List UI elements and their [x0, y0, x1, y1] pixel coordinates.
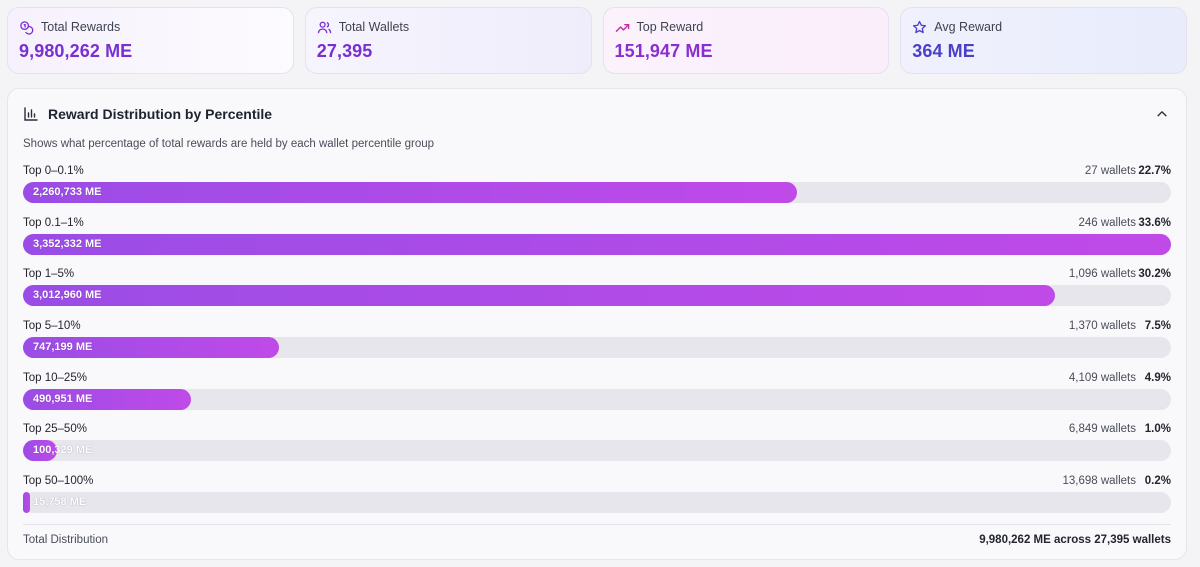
percent-share: 33.6%	[1138, 216, 1171, 229]
bar-track: 3,012,960 ME	[23, 285, 1171, 307]
amount-label: 747,199 ME	[33, 341, 93, 354]
collapse-button[interactable]	[1153, 105, 1171, 123]
stat-value: 27,395	[316, 41, 373, 61]
row-header: Top 5–10% 1,370 wallets 7.5%	[23, 319, 1171, 333]
bar-chart-icon	[23, 106, 48, 122]
bar-fill	[23, 388, 191, 410]
stat-card-total-rewards: Total Rewards 9,980,262 ME	[7, 7, 294, 74]
panel-title: Reward Distribution by Percentile	[48, 106, 273, 122]
wallet-count: 6,849 wallets	[1068, 423, 1136, 436]
percent-share: 4.9%	[1144, 371, 1171, 384]
amount-label: 3,352,332 ME	[33, 237, 102, 250]
bar-track: 100,329 ME	[23, 440, 1171, 462]
percentile-label: Top 10–25%	[23, 371, 87, 384]
stat-value: 364 ME	[912, 41, 975, 61]
row-header: Top 25–50% 6,849 wallets 1.0%	[23, 422, 1171, 436]
percentile-label: Top 0.1–1%	[23, 216, 84, 229]
stat-value: 9,980,262 ME	[19, 41, 133, 61]
percentile-row: Top 0–0.1% 27 wallets 22.7% 2,260,733 ME	[23, 164, 1171, 216]
wallet-count: 27 wallets	[1084, 165, 1136, 177]
stats-row: Total Rewards 9,980,262 ME Total Wallets…	[7, 7, 1187, 74]
row-header: Top 0–0.1% 27 wallets 22.7%	[23, 164, 1171, 178]
row-header: Top 1–5% 1,096 wallets 30.2%	[23, 267, 1171, 281]
percentile-label: Top 0–0.1%	[23, 165, 84, 177]
percentile-row: Top 25–50% 6,849 wallets 1.0% 100,329 ME	[23, 422, 1171, 474]
bar-track: 490,951 ME	[23, 388, 1171, 410]
stat-label: Avg Reward	[934, 20, 1003, 34]
wallet-count: 1,096 wallets	[1068, 268, 1136, 281]
wallet-count: 13,698 wallets	[1062, 475, 1136, 488]
amount-label: 490,951 ME	[33, 392, 93, 405]
chevron-up-icon	[1157, 111, 1167, 117]
amount-label: 2,260,733 ME	[33, 186, 102, 198]
footer-total: 9,980,262 ME across 27,395 wallets	[979, 534, 1171, 546]
bar-fill	[23, 440, 58, 462]
trending-up-icon	[615, 20, 630, 35]
amount-label: 100,329 ME	[33, 444, 93, 457]
percentile-label: Top 25–50%	[23, 423, 87, 436]
row-header: Top 10–25% 4,109 wallets 4.9%	[23, 371, 1171, 385]
divider	[23, 524, 1171, 525]
stat-card-top-reward: Top Reward 151,947 ME	[602, 7, 890, 74]
bar-fill	[23, 182, 797, 203]
coins-icon	[19, 20, 34, 35]
stat-label: Total Rewards	[41, 20, 121, 34]
star-icon	[912, 20, 927, 35]
bar-fill	[23, 337, 279, 359]
percentile-label: Top 50–100%	[23, 475, 94, 488]
bar-fill	[23, 233, 1171, 255]
stat-card-avg-reward: Avg Reward 364 ME	[900, 7, 1187, 74]
row-header: Top 50–100% 13,698 wallets 0.2%	[23, 474, 1171, 488]
distribution-footer: Total Distribution 9,980,262 ME across 2…	[23, 533, 1171, 547]
percentile-label: Top 1–5%	[23, 268, 75, 281]
bar-fill	[23, 285, 1056, 307]
distribution-panel: Reward Distribution by Percentile Shows …	[7, 88, 1187, 560]
stat-card-total-wallets: Total Wallets 27,395	[304, 7, 592, 74]
percentile-row: Top 50–100% 13,698 wallets 0.2% 15,758 ME	[23, 474, 1171, 526]
percent-share: 1.0%	[1144, 423, 1171, 436]
percentile-row: Top 10–25% 4,109 wallets 4.9% 490,951 ME	[23, 371, 1171, 423]
amount-label: 15,758 ME	[33, 496, 87, 509]
percentile-rows: Top 0–0.1% 27 wallets 22.7% 2,260,733 ME Top…	[23, 164, 1171, 526]
stat-label: Top Reward	[636, 20, 704, 34]
users-icon	[317, 20, 332, 35]
panel-description: Shows what percentage of total rewards a…	[23, 138, 435, 150]
wallet-count: 1,370 wallets	[1068, 320, 1136, 333]
bar-track: 3,352,332 ME	[23, 233, 1171, 255]
amount-label: 3,012,960 ME	[33, 289, 102, 302]
row-header: Top 0.1–1% 246 wallets 33.6%	[23, 216, 1171, 230]
stat-label: Total Wallets	[338, 20, 410, 34]
bar-track: 15,758 ME	[23, 492, 1171, 514]
panel-header: Reward Distribution by Percentile	[23, 105, 1171, 123]
percent-share: 0.2%	[1144, 475, 1171, 488]
wallet-count: 4,109 wallets	[1068, 371, 1136, 384]
percentile-row: Top 5–10% 1,370 wallets 7.5% 747,199 ME	[23, 319, 1171, 371]
bar-track: 747,199 ME	[23, 337, 1171, 359]
percent-share: 7.5%	[1144, 320, 1171, 333]
percent-share: 22.7%	[1138, 165, 1171, 177]
percent-share: 30.2%	[1138, 268, 1171, 281]
bar-track: 2,260,733 ME	[23, 182, 1171, 203]
percentile-row: Top 0.1–1% 246 wallets 33.6% 3,352,332 ME	[23, 216, 1171, 268]
wallet-count: 246 wallets	[1078, 216, 1136, 229]
percentile-label: Top 5–10%	[23, 320, 81, 333]
percentile-row: Top 1–5% 1,096 wallets 30.2% 3,012,960 ME	[23, 267, 1171, 319]
stat-value: 151,947 ME	[614, 41, 713, 61]
footer-label: Total Distribution	[23, 534, 109, 546]
bar-fill	[23, 492, 30, 514]
